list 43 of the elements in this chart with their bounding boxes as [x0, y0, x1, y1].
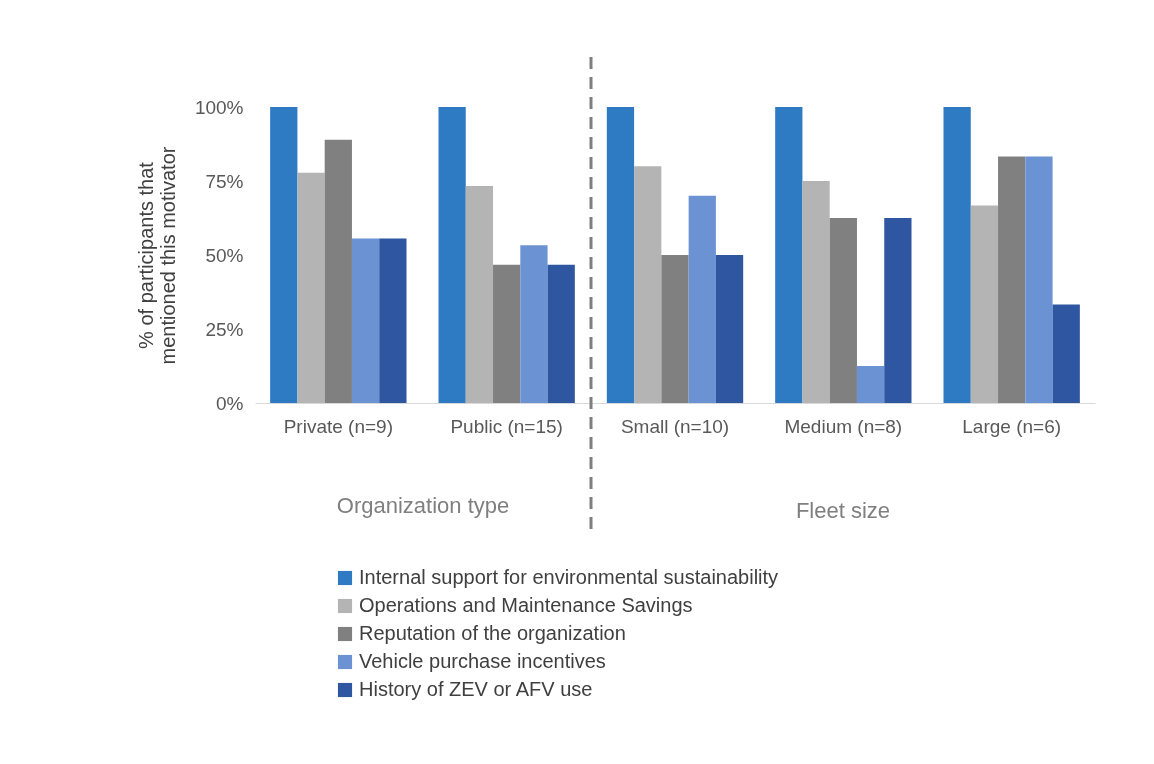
bar	[943, 107, 971, 403]
text: Fleet size	[795, 498, 891, 523]
bar	[634, 166, 662, 403]
bar	[715, 255, 744, 403]
bar	[438, 107, 466, 403]
bar	[1052, 304, 1080, 403]
bar	[688, 195, 716, 403]
bar	[379, 238, 407, 403]
x-tick-label: Private (n=9)	[283, 415, 393, 437]
y-axis-title: % of participants that mentioned this motivator	[134, 146, 179, 365]
legend-label: Vehicle purchase incentives	[359, 650, 606, 672]
bar	[324, 139, 352, 403]
bar	[493, 264, 521, 403]
y-tick-label: 75%	[205, 170, 244, 192]
bar	[802, 181, 830, 403]
text: Organization type	[336, 493, 510, 518]
legend-label: History of ZEV or AFV use	[359, 678, 593, 700]
bar	[856, 366, 885, 403]
legend-label: Internal support for environmental sustainability	[359, 566, 779, 588]
bar	[829, 218, 857, 403]
bar	[547, 264, 575, 403]
y-tick-label: 25%	[205, 318, 244, 340]
bar	[998, 156, 1026, 403]
y-tick-label: 50%	[205, 244, 244, 266]
x-tick-label: Small (n=10)	[620, 415, 730, 437]
y-tick-label: 0%	[216, 392, 244, 414]
bar	[884, 218, 912, 403]
bar	[606, 107, 635, 403]
x-tick-label: Medium (n=8)	[784, 415, 903, 437]
legend-label: Reputation of the organization	[359, 622, 626, 644]
x-tick-label: Public (n=15)	[450, 415, 563, 437]
bar	[520, 245, 548, 403]
bar	[661, 255, 689, 403]
y-tick-label: 100%	[194, 96, 244, 118]
x-tick-label: Large (n=6)	[962, 415, 1062, 437]
bar	[270, 107, 298, 403]
bar	[775, 107, 803, 403]
bar	[970, 205, 999, 403]
bar	[1025, 156, 1053, 403]
bar	[465, 186, 494, 403]
legend-label: Operations and Maintenance Savings	[359, 594, 693, 616]
bar	[351, 238, 380, 403]
bar	[297, 172, 325, 403]
